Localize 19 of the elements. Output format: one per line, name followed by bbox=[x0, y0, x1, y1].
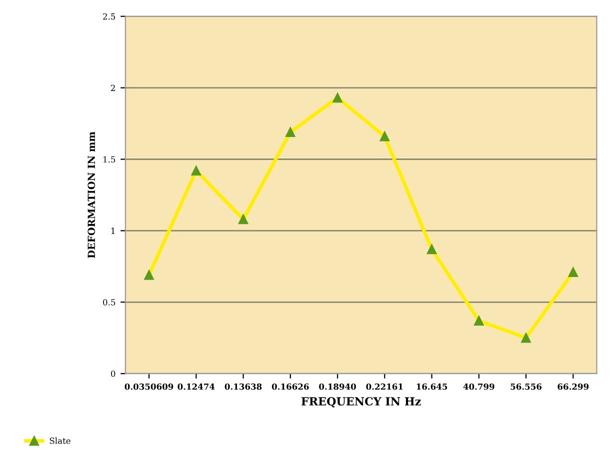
y-tick-label: 1 bbox=[111, 228, 115, 234]
x-tick-label: 16.645 bbox=[416, 383, 448, 390]
x-tick-label: 66.299 bbox=[558, 383, 589, 390]
x-tick-label: 0.12474 bbox=[178, 383, 215, 390]
x-tick-label: 0.18940 bbox=[319, 383, 356, 390]
x-axis-title: FREQUENCY IN Hz bbox=[301, 397, 421, 408]
y-axis-title: DEFORMATION IN mm bbox=[88, 132, 96, 258]
x-tick-label: 0.0350609 bbox=[124, 383, 174, 390]
y-tick-label: 1.5 bbox=[104, 156, 116, 163]
x-tick-label: 40.799 bbox=[463, 383, 494, 390]
y-tick-label: 0.5 bbox=[103, 299, 116, 306]
y-tick-label: 2 bbox=[111, 84, 115, 91]
x-tick-label: 0.13638 bbox=[224, 383, 262, 390]
legend-label: Slate bbox=[50, 437, 70, 444]
y-tick-label: 2.5 bbox=[103, 13, 116, 20]
x-tick-label: 0.16626 bbox=[272, 383, 309, 390]
x-tick-label: 0.22161 bbox=[366, 383, 403, 390]
x-tick-label: 56.556 bbox=[510, 383, 542, 390]
y-tick-label: 0 bbox=[110, 370, 116, 377]
